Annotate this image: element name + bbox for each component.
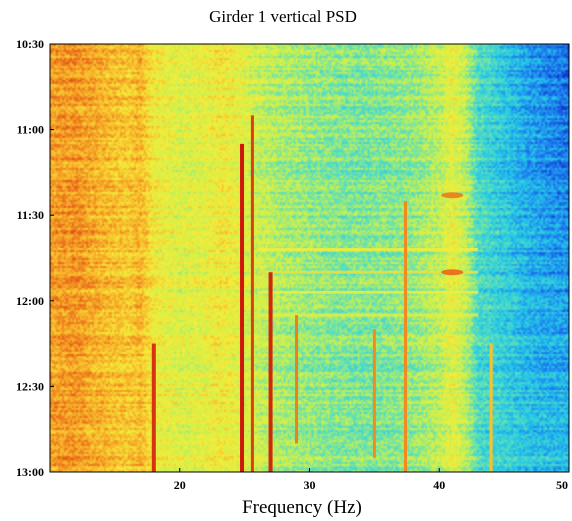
resonance-line <box>268 272 273 472</box>
psd-intensity-raster <box>50 44 569 472</box>
y-tick-label: 11:00 <box>17 123 44 137</box>
x-axis: 20 30 40 50 <box>174 468 570 492</box>
y-tick-label: 12:00 <box>16 294 44 308</box>
plot-area <box>50 44 569 472</box>
chart-title: Girder 1 vertical PSD <box>209 7 357 26</box>
y-tick-label: 13:00 <box>16 465 44 479</box>
x-tick-label: 40 <box>433 478 445 492</box>
y-tick-label: 12:30 <box>16 379 44 393</box>
x-tick-label: 50 <box>556 478 568 492</box>
y-tick-label: 11:30 <box>17 208 44 222</box>
resonance-line <box>295 315 299 444</box>
horizontal-band <box>257 290 479 294</box>
x-tick-label: 20 <box>174 478 186 492</box>
resonance-line <box>404 200 408 472</box>
resonance-line <box>250 115 254 472</box>
resonance-line <box>372 329 376 458</box>
horizontal-band <box>257 313 479 317</box>
hot-spot <box>441 269 464 276</box>
horizontal-band <box>257 270 479 274</box>
y-axis: 10:30 11:00 11:30 12:00 12:30 13:00 <box>16 37 54 479</box>
resonance-line <box>240 143 245 472</box>
y-tick-label: 10:30 <box>16 37 44 51</box>
resonance-line <box>489 343 493 472</box>
resonance-line <box>151 343 156 472</box>
hot-spot <box>441 192 464 199</box>
x-tick-label: 30 <box>304 478 316 492</box>
horizontal-band <box>257 247 479 251</box>
x-axis-label: Frequency (Hz) <box>242 497 362 518</box>
